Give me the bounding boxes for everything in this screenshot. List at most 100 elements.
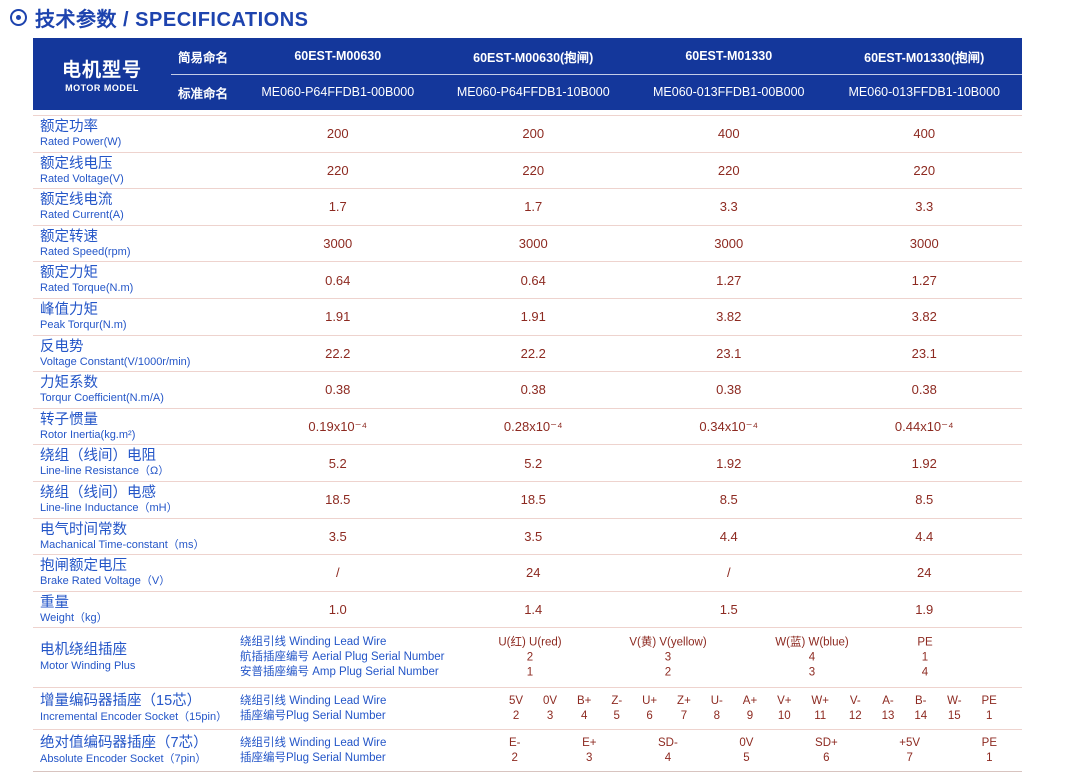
value-cell: 18.5 [520,492,546,508]
value-cell: 200 [522,126,545,142]
value-cell: 1.0 [328,602,347,618]
standard-name-cell: ME060-013FFDB1-10B000 [848,85,1000,99]
value-cell: 22.2 [520,345,546,361]
incremental-encoder-label-zh: 增量编码器插座（15芯） [40,693,202,710]
row-label-zh: 绕组（线间）电感 [40,484,156,501]
value-cell: 1.5 [719,602,738,618]
connector-sublabel: 插座编号Plug Serial Number [240,751,386,764]
table-row: 额定转速 Rated Speed(rpm) 3000 3000 3000 3000 [33,226,1022,263]
encoder-pin: Z+ 7 [677,694,691,724]
standard-name-row: ME060-P64FFDB1-00B000 ME060-P64FFDB1-10B0… [240,74,1022,110]
encoder-signal: 0V [543,694,558,707]
row-label: 额定线电压 Rated Voltage(V) [33,153,240,189]
winding-aerial-pin: 3 [664,651,672,664]
row-label-en: Peak Torqur(N.m) [40,318,127,331]
row-label: 力矩系数 Torqur Coefficient(N.m/A) [33,372,240,408]
row-label-zh: 额定力矩 [40,265,98,282]
row-label: 额定功率 Rated Power(W) [33,116,240,152]
winding-aerial-pin: 4 [808,651,816,664]
encoder-signal: SD- [658,736,678,749]
row-label-zh: 额定线电压 [40,155,113,172]
table-header: 60EST-M00630 60EST-M00630(抱闸) 60EST-M01330… [33,38,1022,110]
winding-aerial-pin: 2 [526,651,534,664]
encoder-pin: PE 1 [981,694,996,724]
encoder-pin-number: 15 [947,709,961,722]
value-cell: 3.5 [524,528,543,544]
encoder-pin-number: 4 [664,751,672,764]
value-cell: 0.19x10⁻⁴ [308,418,368,434]
encoder-pin: V- 12 [849,694,862,724]
standard-name-cell: ME060-P64FFDB1-10B000 [456,85,610,99]
row-label: 抱闸额定电压 Brake Rated Voltage（V） [33,555,240,591]
encoder-pin-number: 7 [680,709,688,722]
value-cell: 24 [526,565,541,581]
value-cell: 0.64 [325,272,351,288]
table-row: 抱闸额定电压 Brake Rated Voltage（V） / 24 / 24 [33,555,1022,592]
row-label-zh: 额定功率 [40,119,98,135]
row-label: 额定线电流 Rated Current(A) [33,189,240,225]
incremental-encoder-label-en: Incremental Encoder Socket（15pin） [40,711,228,724]
encoder-signal: 0V [739,736,754,749]
motor-winding-values: U(红) U(red) 2 1 V(黄) V(yellow) 3 2 W(蓝) W(blue… [483,628,1022,687]
absolute-encoder-row: 绝对值编码器插座（7芯） Absolute Encoder Socket（7pi… [33,730,1022,773]
table-row: 峰值力矩 Peak Torqur(N.m) 1.91 1.91 3.82 3.82 [33,299,1022,336]
row-label-en: Torqur Coefficient(N.m/A) [40,392,164,405]
encoder-signal: A- [882,694,894,707]
encoder-signal: Z- [611,694,623,707]
encoder-pin-number: 3 [546,709,554,722]
row-label: 绕组（线间）电感 Line-line Inductance（mH） [33,482,240,518]
value-cell: 1.92 [911,455,937,471]
encoder-pin: A+ 9 [743,694,757,724]
row-values: 200 200 400 400 [240,116,1022,152]
value-cell: 8.5 [915,492,934,508]
table-row: 额定线电流 Rated Current(A) 1.7 1.7 3.3 3.3 [33,189,1022,226]
encoder-pin-number: 14 [914,709,928,722]
encoder-signal: +5V [899,736,921,749]
simple-name-label: 简易命名 [178,50,229,65]
motor-winding-sublabels: 绕组引线 Winding Lead Wire 航插插座编号 Aerial Plug… [240,628,483,687]
row-values: 0.38 0.38 0.38 0.38 [240,372,1022,408]
encoder-pin: W+ 11 [811,694,829,724]
value-cell: 220 [717,162,740,178]
winding-column: V(黄) V(yellow) 3 2 [629,635,706,680]
absolute-encoder-label: 绝对值编码器插座（7芯） Absolute Encoder Socket（7pi… [33,730,240,771]
row-label-en: Machanical Time-constant（ms） [40,538,205,551]
encoder-signal: U- [710,694,723,707]
standard-name-cell: ME060-013FFDB1-00B000 [653,85,805,99]
encoder-signal: V- [849,694,861,707]
row-label-zh: 力矩系数 [40,375,98,392]
encoder-pin-number: 13 [881,709,895,722]
winding-column: W(蓝) W(blue) 4 3 [775,635,848,680]
value-cell: 3.3 [719,199,738,215]
value-cell: 4.4 [719,528,738,544]
row-label-en: Line-line Inductance（mH） [40,501,178,514]
value-cell: / [726,565,731,581]
value-cell: 3.5 [328,528,347,544]
value-cell: 22.2 [325,345,351,361]
standard-name-cell: ME060-P64FFDB1-00B000 [261,85,415,99]
value-cell: 400 [717,126,740,142]
winding-amp-pin: 2 [664,666,672,679]
value-cell: 400 [913,126,936,142]
encoder-pin-number: 11 [814,709,827,722]
encoder-signal: B+ [577,694,592,707]
encoder-pin-number: 8 [713,709,720,722]
encoder-pin: U- 8 [711,694,723,724]
encoder-signal: W- [947,694,962,707]
circled-dot-icon [10,9,27,26]
model-name-cell: 60EST-M00630(抱闸) [473,50,594,65]
row-label-en: Brake Rated Voltage（V） [40,575,171,588]
encoder-pin: W- 15 [947,694,961,724]
row-label: 额定力矩 Rated Torque(N.m) [33,262,240,298]
model-name-cell: 60EST-M01330(抱闸) [864,50,985,65]
encoder-pin: SD+ 6 [815,736,838,766]
row-label-en: Rated Speed(rpm) [40,245,131,258]
encoder-signal: A+ [742,694,758,707]
value-cell: 1.7 [524,199,543,215]
row-label-en: Weight（kg） [40,611,108,624]
encoder-pin-number: 7 [906,751,913,764]
row-label-en: Rated Current(A) [40,209,124,222]
row-values: 220 220 220 220 [240,153,1022,189]
row-label: 电气时间常数 Machanical Time-constant（ms） [33,519,240,555]
row-label-zh: 额定转速 [40,228,98,245]
